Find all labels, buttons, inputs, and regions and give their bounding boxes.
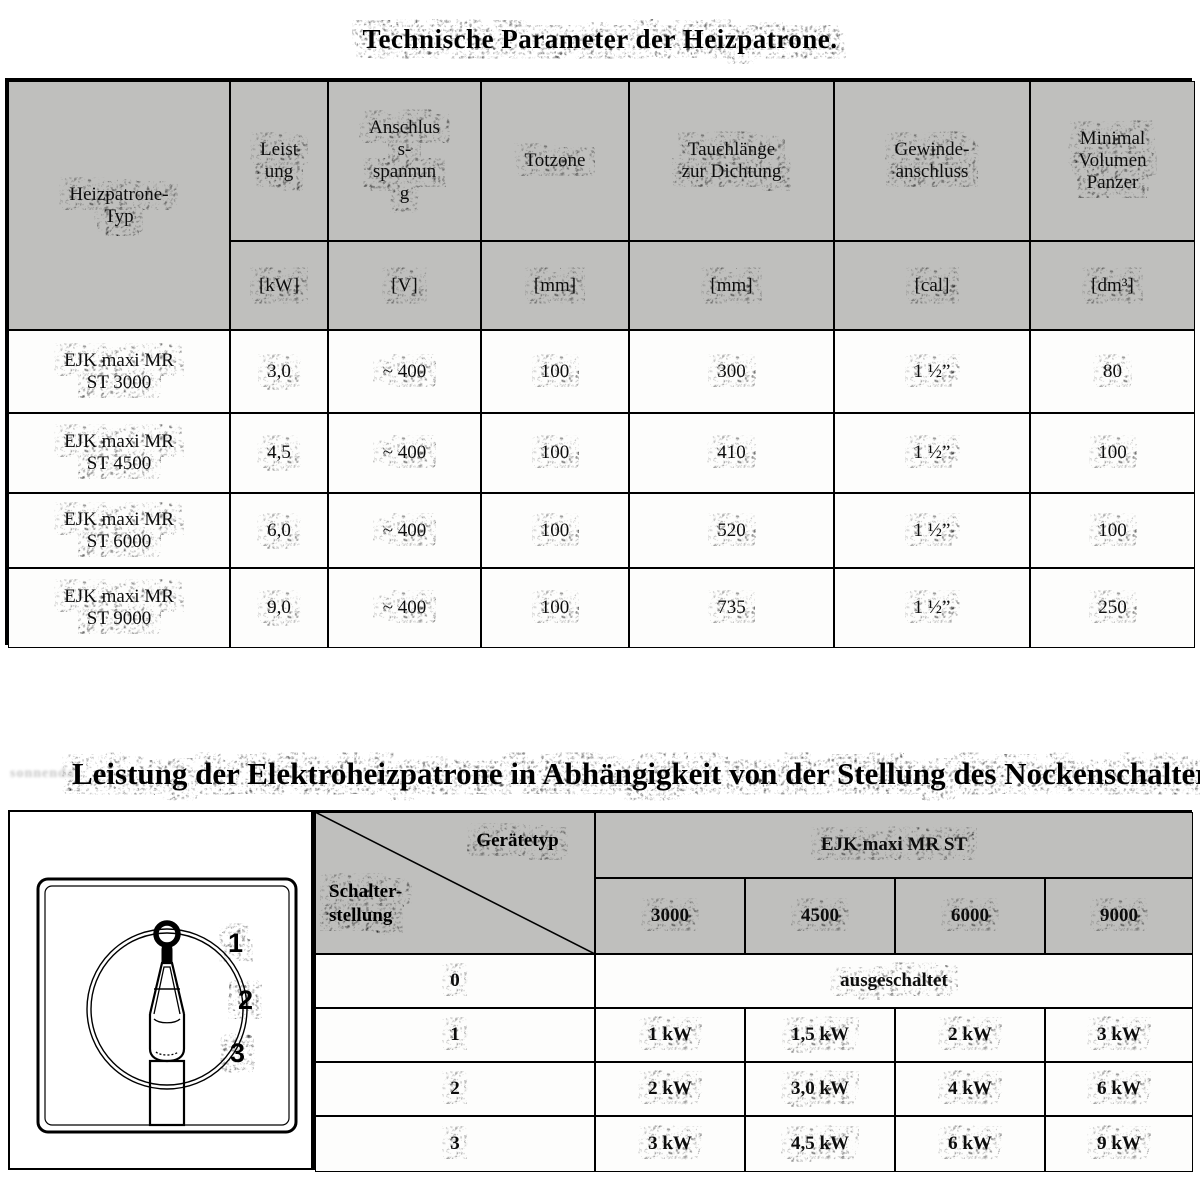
- svg-text:2: 2: [238, 985, 253, 1015]
- svg-text:1: 1: [228, 928, 243, 958]
- svg-text:3: 3: [230, 1038, 245, 1068]
